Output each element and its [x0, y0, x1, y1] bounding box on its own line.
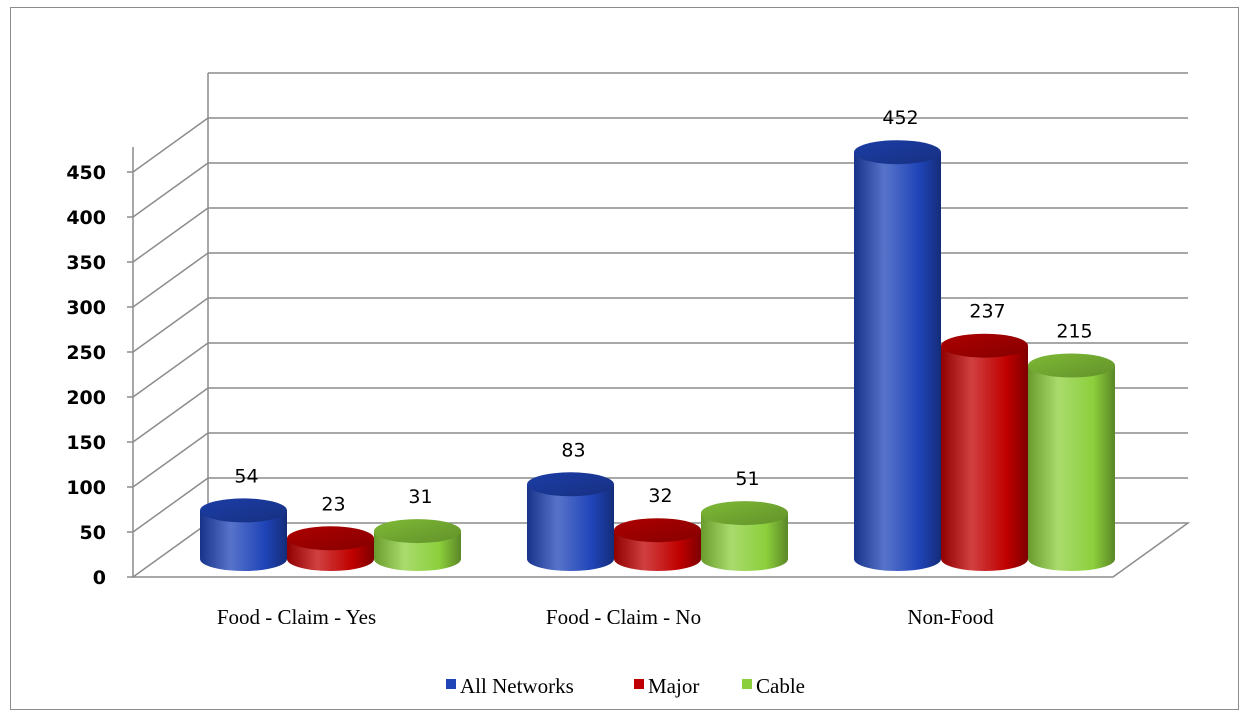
bar-top	[287, 526, 374, 551]
legend-item: Cable	[742, 674, 805, 698]
y-tick-label: 100	[66, 477, 106, 499]
category-label: Food - Claim - Yes	[217, 605, 376, 629]
data-label: 54	[234, 465, 258, 487]
legend-swatch	[634, 679, 644, 689]
bar-top	[941, 333, 1028, 358]
legend-label: Cable	[756, 674, 805, 698]
bar-top	[1028, 353, 1115, 378]
legend-swatch	[446, 679, 456, 689]
gridline	[132, 117, 1188, 173]
bar	[287, 526, 374, 571]
category-label: Non-Food	[907, 605, 994, 629]
y-tick-label: 250	[66, 342, 106, 364]
data-label: 32	[648, 485, 672, 507]
bar	[614, 518, 701, 571]
gridline	[132, 162, 1188, 218]
data-label: 31	[408, 486, 432, 508]
y-tick-label: 200	[66, 387, 106, 409]
y-axis: 0 50 100 150 200 250 300 350 400 450	[66, 162, 133, 589]
data-label: 215	[1056, 321, 1092, 343]
legend-item: All Networks	[446, 674, 574, 698]
bar	[527, 472, 614, 571]
gridline	[132, 207, 1188, 263]
y-tick-label: 350	[66, 252, 106, 274]
bar-top	[614, 518, 701, 543]
bars	[200, 140, 1115, 571]
y-tick-label: 450	[66, 162, 106, 184]
y-tick-label: 150	[66, 432, 106, 454]
bar	[701, 501, 788, 571]
bar-top	[854, 140, 941, 165]
y-tick-label: 50	[80, 522, 106, 544]
data-label: 83	[561, 439, 585, 461]
category-label: Food - Claim - No	[546, 605, 701, 629]
y-tick-label: 300	[66, 297, 106, 319]
chart-area	[10, 7, 1239, 710]
legend: All Networks Major Cable	[446, 674, 805, 698]
legend-label: Major	[648, 674, 699, 698]
data-labels: 54 23 31 83 32 51 452 237 215	[234, 107, 1092, 515]
y-tick-label: 400	[66, 207, 106, 229]
bar	[200, 498, 287, 571]
gridline	[132, 297, 1188, 353]
bar-top	[527, 472, 614, 497]
bar-top	[374, 519, 461, 544]
bar	[1028, 353, 1115, 571]
x-axis: Food - Claim - Yes Food - Claim - No Non-F…	[217, 605, 994, 629]
bar	[941, 333, 1028, 571]
data-label: 237	[969, 301, 1005, 323]
bar	[374, 519, 461, 571]
gridline	[132, 252, 1188, 308]
data-label: 452	[882, 107, 918, 129]
bar-top	[200, 498, 287, 523]
y-tick-label: 0	[93, 567, 106, 589]
bar	[854, 140, 941, 571]
floor	[130, 522, 1191, 578]
legend-swatch	[742, 679, 752, 689]
legend-label: All Networks	[460, 674, 574, 698]
data-label: 51	[735, 468, 759, 490]
legend-item: Major	[634, 674, 699, 698]
bar-top	[701, 501, 788, 526]
data-label: 23	[321, 493, 345, 515]
